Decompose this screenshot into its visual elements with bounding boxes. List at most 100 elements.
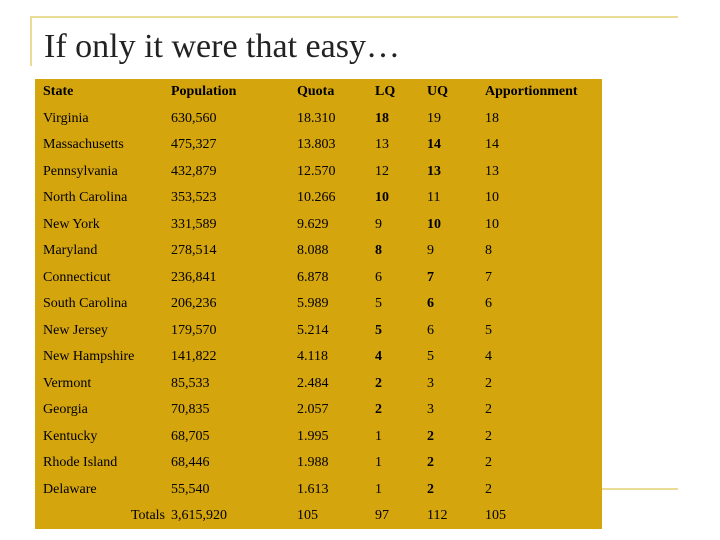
cell-lq: 1 — [375, 481, 382, 497]
slide-frame-accent-line — [602, 488, 678, 490]
cell-quota: 12.570 — [297, 163, 336, 179]
cell-lq: 4 — [375, 349, 382, 365]
table-row: New Jersey 179,570 5.214 5 6 5 — [35, 318, 602, 345]
cell-state: Massachusetts — [43, 137, 124, 153]
slide-frame-top-line — [30, 16, 678, 18]
cell-quota: 6.878 — [297, 269, 329, 285]
header-quota: Quota — [297, 84, 335, 100]
cell-quota: 5.989 — [297, 296, 329, 312]
cell-state: Vermont — [43, 375, 92, 391]
cell-state: South Carolina — [43, 296, 128, 312]
cell-uq: 7 — [427, 269, 434, 285]
cell-population: 55,540 — [171, 481, 210, 497]
cell-quota: 10.266 — [297, 190, 336, 206]
cell-quota: 9.629 — [297, 216, 329, 232]
cell-apportionment: 14 — [485, 137, 499, 153]
header-state: State — [43, 84, 74, 100]
cell-quota: 2.484 — [297, 375, 329, 391]
cell-lq: 2 — [375, 375, 382, 391]
table-row: Kentucky 68,705 1.995 1 2 2 — [35, 424, 602, 451]
cell-apportionment: 13 — [485, 163, 499, 179]
cell-population: 432,879 — [171, 163, 217, 179]
cell-uq: 9 — [427, 243, 434, 259]
cell-quota: 18.310 — [297, 110, 336, 126]
cell-lq: 1 — [375, 455, 382, 471]
cell-state: New Hampshire — [43, 349, 135, 365]
table-row: New Hampshire 141,822 4.118 4 5 4 — [35, 344, 602, 371]
table-row: Vermont 85,533 2.484 2 3 2 — [35, 371, 602, 398]
cell-quota: 5.214 — [297, 322, 329, 338]
table-totals-row: Totals 3,615,920 105 97 112 105 — [35, 503, 602, 530]
header-population: Population — [171, 84, 237, 100]
table-row: North Carolina 353,523 10.266 10 11 10 — [35, 185, 602, 212]
header-apportionment: Apportionment — [485, 84, 578, 100]
totals-apportionment: 105 — [485, 508, 506, 524]
cell-quota: 8.088 — [297, 243, 329, 259]
cell-apportionment: 18 — [485, 110, 499, 126]
cell-uq: 5 — [427, 349, 434, 365]
table-row: Pennsylvania 432,879 12.570 12 13 13 — [35, 159, 602, 186]
cell-uq: 10 — [427, 216, 441, 232]
table-body: Virginia 630,560 18.310 18 19 18 Massachusetts… — [35, 106, 602, 504]
cell-uq: 2 — [427, 455, 434, 471]
cell-quota: 2.057 — [297, 402, 329, 418]
cell-quota: 1.995 — [297, 428, 329, 444]
cell-state: North Carolina — [43, 190, 128, 206]
cell-state: Georgia — [43, 402, 88, 418]
cell-state: Pennsylvania — [43, 163, 118, 179]
totals-lq: 97 — [375, 508, 389, 524]
cell-quota: 1.613 — [297, 481, 329, 497]
cell-uq: 19 — [427, 110, 441, 126]
table-row: South Carolina 206,236 5.989 5 6 6 — [35, 291, 602, 318]
table-row: Massachusetts 475,327 13.803 13 14 14 — [35, 132, 602, 159]
cell-lq: 5 — [375, 296, 382, 312]
cell-lq: 9 — [375, 216, 382, 232]
cell-lq: 2 — [375, 402, 382, 418]
cell-population: 179,570 — [171, 322, 217, 338]
cell-uq: 3 — [427, 402, 434, 418]
cell-uq: 13 — [427, 163, 441, 179]
cell-uq: 2 — [427, 428, 434, 444]
cell-uq: 11 — [427, 190, 441, 206]
cell-apportionment: 2 — [485, 428, 492, 444]
cell-lq: 18 — [375, 110, 389, 126]
cell-apportionment: 2 — [485, 375, 492, 391]
totals-quota: 105 — [297, 508, 318, 524]
cell-uq: 14 — [427, 137, 441, 153]
cell-lq: 8 — [375, 243, 382, 259]
cell-state: Virginia — [43, 110, 89, 126]
cell-uq: 2 — [427, 481, 434, 497]
cell-uq: 6 — [427, 322, 434, 338]
table-row: Georgia 70,835 2.057 2 3 2 — [35, 397, 602, 424]
cell-population: 141,822 — [171, 349, 217, 365]
cell-population: 70,835 — [171, 402, 210, 418]
cell-apportionment: 8 — [485, 243, 492, 259]
cell-quota: 13.803 — [297, 137, 336, 153]
cell-quota: 1.988 — [297, 455, 329, 471]
cell-state: Rhode Island — [43, 455, 118, 471]
totals-label: Totals — [130, 508, 165, 524]
cell-population: 85,533 — [171, 375, 210, 391]
cell-apportionment: 4 — [485, 349, 492, 365]
cell-apportionment: 10 — [485, 216, 499, 232]
cell-state: Kentucky — [43, 428, 98, 444]
cell-population: 331,589 — [171, 216, 217, 232]
table-row: Maryland 278,514 8.088 8 9 8 — [35, 238, 602, 265]
table-row: Rhode Island 68,446 1.988 1 2 2 — [35, 450, 602, 477]
cell-uq: 6 — [427, 296, 434, 312]
cell-population: 353,523 — [171, 190, 217, 206]
header-lq: LQ — [375, 84, 396, 100]
cell-population: 278,514 — [171, 243, 217, 259]
table-header-row: State Population Quota LQ UQ Apportionme… — [35, 79, 602, 106]
cell-state: New York — [43, 216, 100, 232]
table-row: New York 331,589 9.629 9 10 10 — [35, 212, 602, 239]
cell-state: Connecticut — [43, 269, 111, 285]
cell-lq: 5 — [375, 322, 382, 338]
slide-frame-left-line — [30, 16, 32, 66]
cell-apportionment: 10 — [485, 190, 499, 206]
header-uq: UQ — [427, 84, 448, 100]
cell-quota: 4.118 — [297, 349, 328, 365]
cell-apportionment: 2 — [485, 455, 492, 471]
cell-population: 630,560 — [171, 110, 217, 126]
cell-lq: 12 — [375, 163, 389, 179]
